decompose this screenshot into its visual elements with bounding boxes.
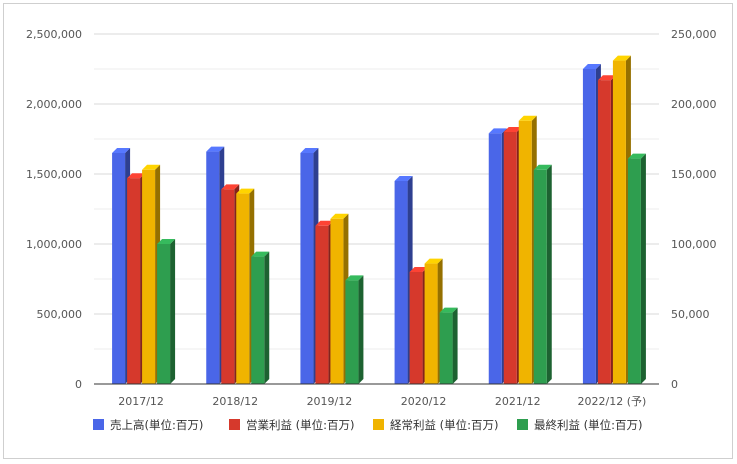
bar (582, 69, 596, 384)
bars (112, 55, 646, 385)
bar-top (503, 127, 522, 132)
left-tick-label: 2,500,000 (26, 28, 82, 41)
bar-side (640, 153, 646, 384)
bar-top (518, 115, 537, 121)
bar-side (546, 164, 552, 384)
bar-top (315, 220, 334, 226)
x-tick-label: 2017/12 (118, 395, 164, 408)
bar-side (358, 275, 364, 384)
legend-label: 最終利益 (単位:百万) (534, 418, 643, 432)
bar-top (221, 184, 240, 190)
bar-top (157, 239, 176, 244)
bar (236, 193, 250, 384)
legend-swatch (373, 419, 384, 430)
bar-top (142, 164, 161, 170)
bar-top (533, 164, 552, 170)
bar-top (439, 307, 458, 313)
bar (221, 189, 235, 384)
bar-top (127, 173, 146, 179)
bar (142, 169, 156, 384)
right-tick-label: 50,000 (671, 308, 710, 321)
left-tick-label: 500,000 (37, 308, 83, 321)
left-tick-label: 1,500,000 (26, 168, 82, 181)
bar-top (394, 176, 413, 181)
legend-swatch (517, 419, 528, 430)
bar-top (488, 128, 507, 134)
bar-top (251, 251, 270, 257)
left-y-axis: 0 500,000 1,000,000 1,500,000 2,000,000 2,500… (26, 28, 82, 391)
bar (627, 158, 641, 384)
bar (345, 280, 359, 384)
right-tick-label: 200,000 (671, 98, 717, 111)
bar-top (345, 275, 364, 281)
chart-frame: 0 500,000 1,000,000 1,500,000 2,000,000 2,500… (3, 3, 733, 459)
right-tick-label: 150,000 (671, 168, 717, 181)
bar (330, 218, 344, 384)
bar-top (612, 55, 631, 61)
right-tick-label: 100,000 (671, 238, 717, 251)
left-tick-label: 1,000,000 (26, 238, 82, 251)
bar (533, 169, 547, 384)
bar (251, 256, 265, 384)
x-tick-label: 2020/12 (401, 395, 447, 408)
bar-side (170, 239, 176, 384)
bar (300, 153, 314, 384)
bar (127, 178, 141, 384)
right-y-axis: 0 50,000 100,000 150,000 200,000 250,000 (671, 28, 717, 391)
bar-side (452, 307, 458, 384)
bar-top (582, 64, 601, 69)
bar (424, 263, 438, 384)
x-tick-label: 2019/12 (307, 395, 353, 408)
bar (157, 244, 171, 384)
bar (597, 80, 611, 384)
right-tick-label: 250,000 (671, 28, 717, 41)
bar (206, 151, 220, 384)
x-tick-label: 2022/12 (予) (578, 395, 647, 408)
bar-top (330, 213, 349, 219)
legend-label: 売上高(単位:百万) (110, 418, 203, 432)
legend-label: 営業利益 (単位:百万) (246, 418, 355, 432)
left-tick-label: 0 (75, 378, 82, 391)
bar-top (597, 75, 616, 81)
x-tick-label: 2018/12 (212, 395, 258, 408)
bar-chart: 0 500,000 1,000,000 1,500,000 2,000,000 2,500… (26, 28, 717, 432)
left-tick-label: 2,000,000 (26, 98, 82, 111)
bar (112, 153, 126, 384)
legend: 売上高(単位:百万) 営業利益 (単位:百万) 経常利益 (単位:百万) 最終利益 (… (93, 418, 643, 432)
bar-top (424, 258, 443, 264)
bar-side (264, 251, 270, 384)
bar (394, 181, 408, 384)
legend-swatch (229, 419, 240, 430)
bar (518, 120, 532, 385)
legend-swatch (93, 419, 104, 430)
bar-top (627, 153, 646, 159)
gridlines (94, 33, 659, 385)
bar-top (300, 148, 319, 153)
bar (612, 60, 626, 384)
bar (503, 132, 517, 384)
bar (439, 312, 453, 384)
bar (409, 272, 423, 384)
bar (488, 133, 502, 384)
bar-top (206, 146, 225, 152)
bar-top (409, 267, 428, 272)
x-tick-label: 2021/12 (495, 395, 541, 408)
x-axis: 2017/12 2018/12 2019/12 2020/12 2021/12 2022/… (94, 383, 659, 408)
bar (315, 225, 329, 384)
bar-top (112, 148, 131, 153)
legend-label: 経常利益 (単位:百万) (390, 418, 499, 432)
right-tick-label: 0 (671, 378, 678, 391)
bar-top (236, 188, 255, 194)
